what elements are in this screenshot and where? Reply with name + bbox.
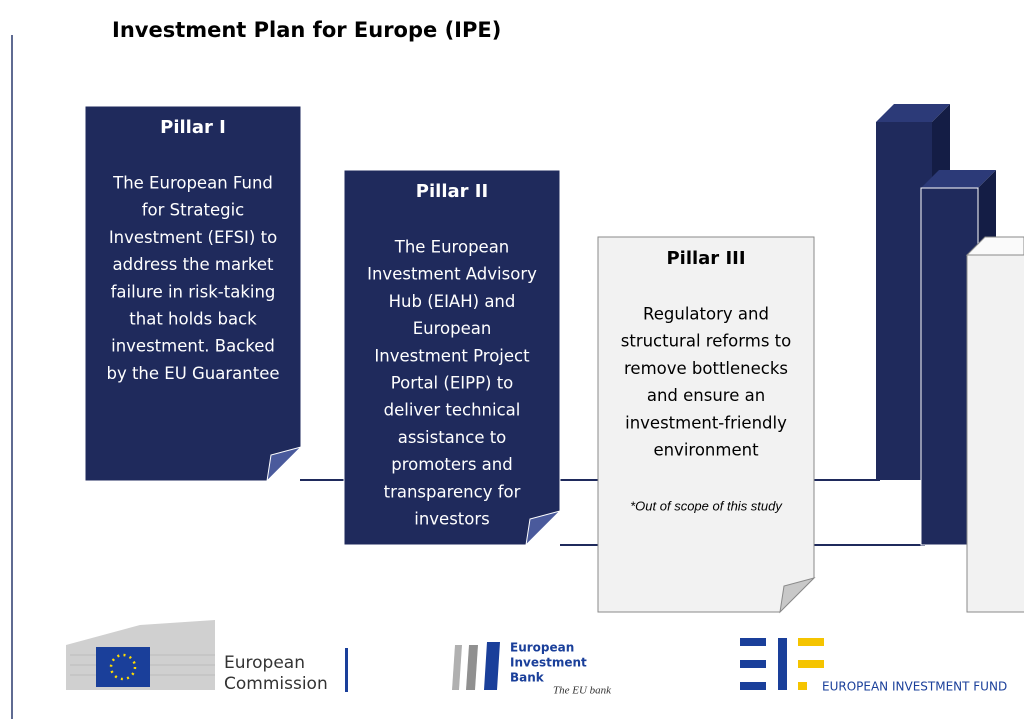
- page-fold: [525, 510, 562, 547]
- pillar-text: and ensure an: [647, 386, 765, 405]
- pillar-heading: Pillar I: [160, 117, 226, 138]
- logo-text: European: [224, 653, 305, 673]
- pillar-text: address the market: [113, 255, 274, 274]
- logo-text: Bank: [510, 671, 545, 685]
- pillar-text: Hub (EIAH) and: [389, 292, 516, 311]
- pillar-text: investment-friendly: [625, 413, 787, 432]
- pillar-text: deliver technical: [384, 401, 521, 420]
- pillar-text: European: [413, 319, 492, 338]
- pillar-heading: Pillar III: [666, 248, 745, 269]
- logo-text: Investment: [510, 656, 587, 670]
- pillar-text: promoters and: [391, 455, 512, 474]
- pillar-text: environment: [653, 441, 759, 460]
- logo-text: Commission: [224, 674, 328, 694]
- pillar-text: Investment (EFSI) to: [109, 228, 277, 247]
- bars-3d: [876, 104, 1024, 613]
- logo-text: EUROPEAN INVESTMENT FUND: [822, 680, 1007, 694]
- pillar-text: Portal (EIPP) to: [391, 374, 514, 393]
- logo-text: European: [510, 641, 574, 655]
- pillar-text: investors: [414, 510, 490, 529]
- pillar-text: assistance to: [398, 428, 507, 447]
- pillar-text: The European: [394, 238, 510, 257]
- pillar-heading: Pillar II: [416, 181, 488, 202]
- pillar-text: Regulatory and: [643, 305, 769, 324]
- logo-tagline: The EU bank: [553, 685, 612, 697]
- slide-title: Investment Plan for Europe (IPE): [112, 18, 501, 42]
- pillar-note: *Out of scope of this study: [630, 498, 783, 513]
- eib-logo: European Investment Bank The EU bank: [452, 641, 612, 697]
- pillar-text: transparency for: [384, 482, 521, 501]
- pillar-text: that holds back: [129, 310, 257, 329]
- pillar-text: structural reforms to: [621, 332, 791, 351]
- pillar-text: Investment Advisory: [367, 265, 537, 284]
- pillar-text: investment. Backed: [111, 337, 275, 356]
- commission-logo: European Commission: [66, 620, 348, 694]
- pillar-text: remove bottlenecks: [624, 359, 788, 378]
- pillar-text: The European Fund: [112, 174, 273, 193]
- pillar-text: failure in risk-taking: [111, 282, 276, 301]
- page-fold: [266, 446, 303, 483]
- pillar-text: for Strategic: [142, 201, 245, 220]
- pillar-text: Investment Project: [374, 346, 530, 365]
- pillar-text: by the EU Guarantee: [106, 364, 279, 383]
- page-fold: [779, 577, 816, 614]
- eif-logo: EUROPEAN INVESTMENT FUND: [740, 638, 1007, 694]
